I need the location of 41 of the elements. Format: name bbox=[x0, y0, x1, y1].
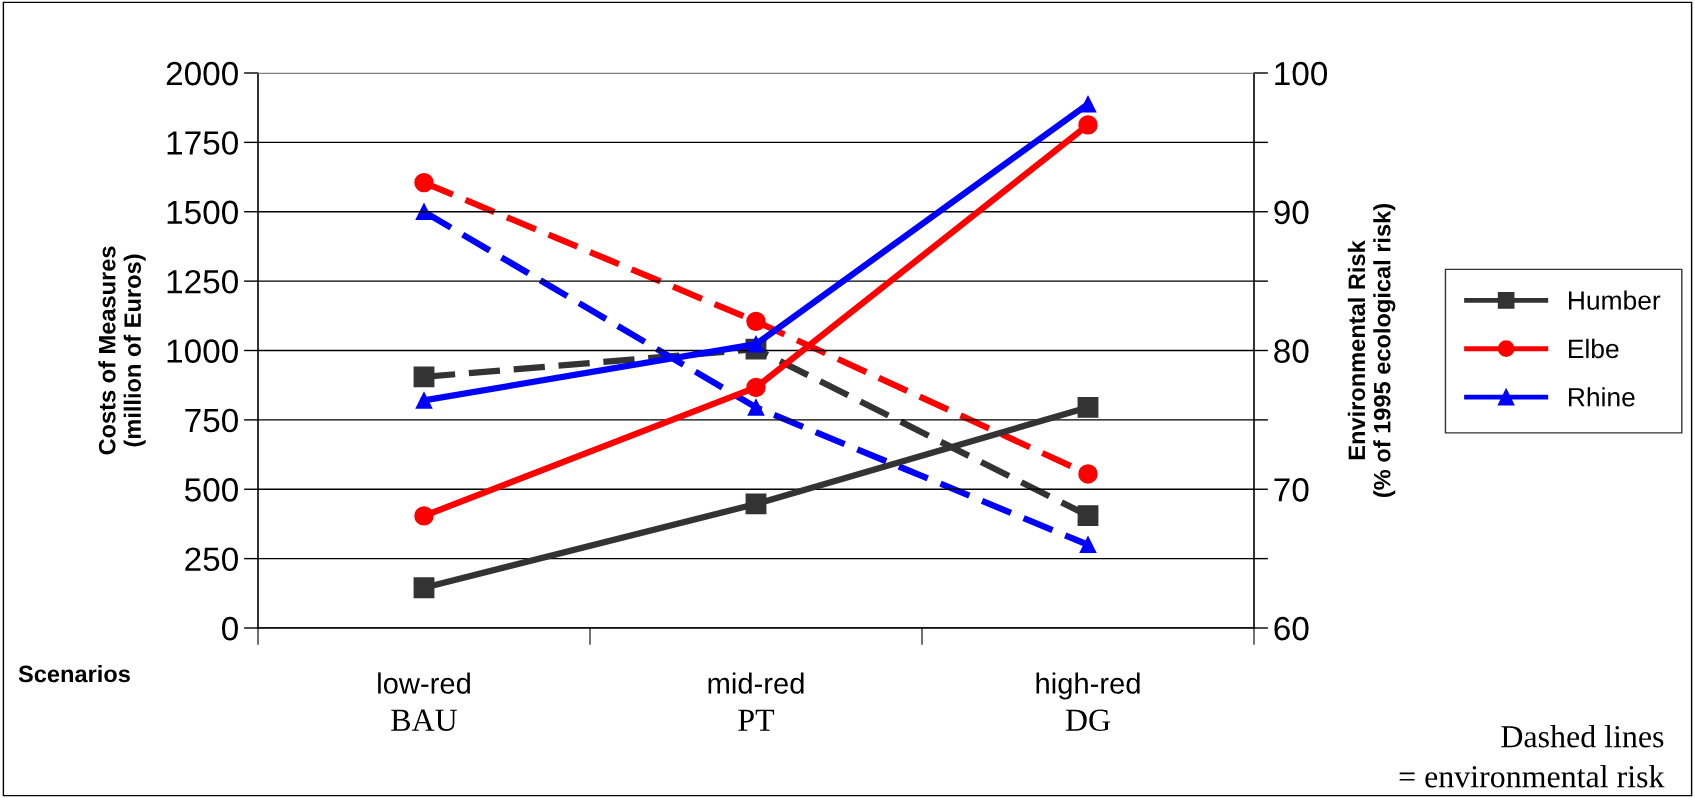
y2-axis-title: Environmental Risk (% of 1995 ecological risk) bbox=[1347, 204, 1396, 497]
legend-label: Elbe bbox=[1569, 338, 1619, 359]
y-axis-title: Costs of Measures (million of Euros) bbox=[98, 246, 146, 455]
y-tick-label: 1000 bbox=[167, 339, 238, 363]
legend-label: Rhine bbox=[1569, 387, 1635, 407]
point bbox=[745, 493, 767, 515]
x-tick-label: mid-red PT bbox=[708, 672, 804, 731]
y-tick-label: 0 bbox=[222, 616, 238, 641]
x-axis-title: Scenarios bbox=[18, 664, 130, 683]
point bbox=[413, 366, 435, 388]
y-tick-label: 500 bbox=[184, 478, 238, 502]
x-tick-label: high-red DG bbox=[1036, 672, 1140, 731]
y-tick-label: 2000 bbox=[166, 61, 238, 86]
point bbox=[1078, 115, 1098, 135]
y2-tick-label: 90 bbox=[1274, 200, 1309, 225]
y-tick-label: 1500 bbox=[167, 200, 238, 225]
y-tick-label: 250 bbox=[185, 547, 238, 572]
point bbox=[1079, 95, 1097, 113]
y-tick-label: 1250 bbox=[167, 269, 238, 294]
point bbox=[1077, 396, 1099, 418]
legend-label: Humber bbox=[1569, 290, 1661, 310]
point bbox=[746, 311, 766, 332]
text: Dashed lines = environmental risk bbox=[1399, 724, 1665, 788]
point bbox=[1079, 536, 1097, 554]
point bbox=[414, 506, 434, 526]
point bbox=[747, 399, 765, 416]
y2-tick-label: 70 bbox=[1274, 478, 1309, 502]
point bbox=[413, 577, 435, 599]
y2-tick-label: 60 bbox=[1274, 616, 1309, 641]
y-tick-label: 1750 bbox=[167, 131, 238, 155]
y-tick-label: 750 bbox=[185, 408, 238, 433]
point bbox=[1078, 464, 1098, 484]
y2-tick-label: 100 bbox=[1275, 61, 1328, 86]
point bbox=[415, 392, 433, 409]
point bbox=[414, 172, 434, 193]
point bbox=[747, 335, 765, 353]
x-tick-label: low-red BAU bbox=[378, 672, 470, 731]
point bbox=[1077, 505, 1099, 527]
point bbox=[746, 377, 766, 398]
y2-tick-label: 80 bbox=[1274, 339, 1309, 363]
point bbox=[415, 203, 433, 221]
